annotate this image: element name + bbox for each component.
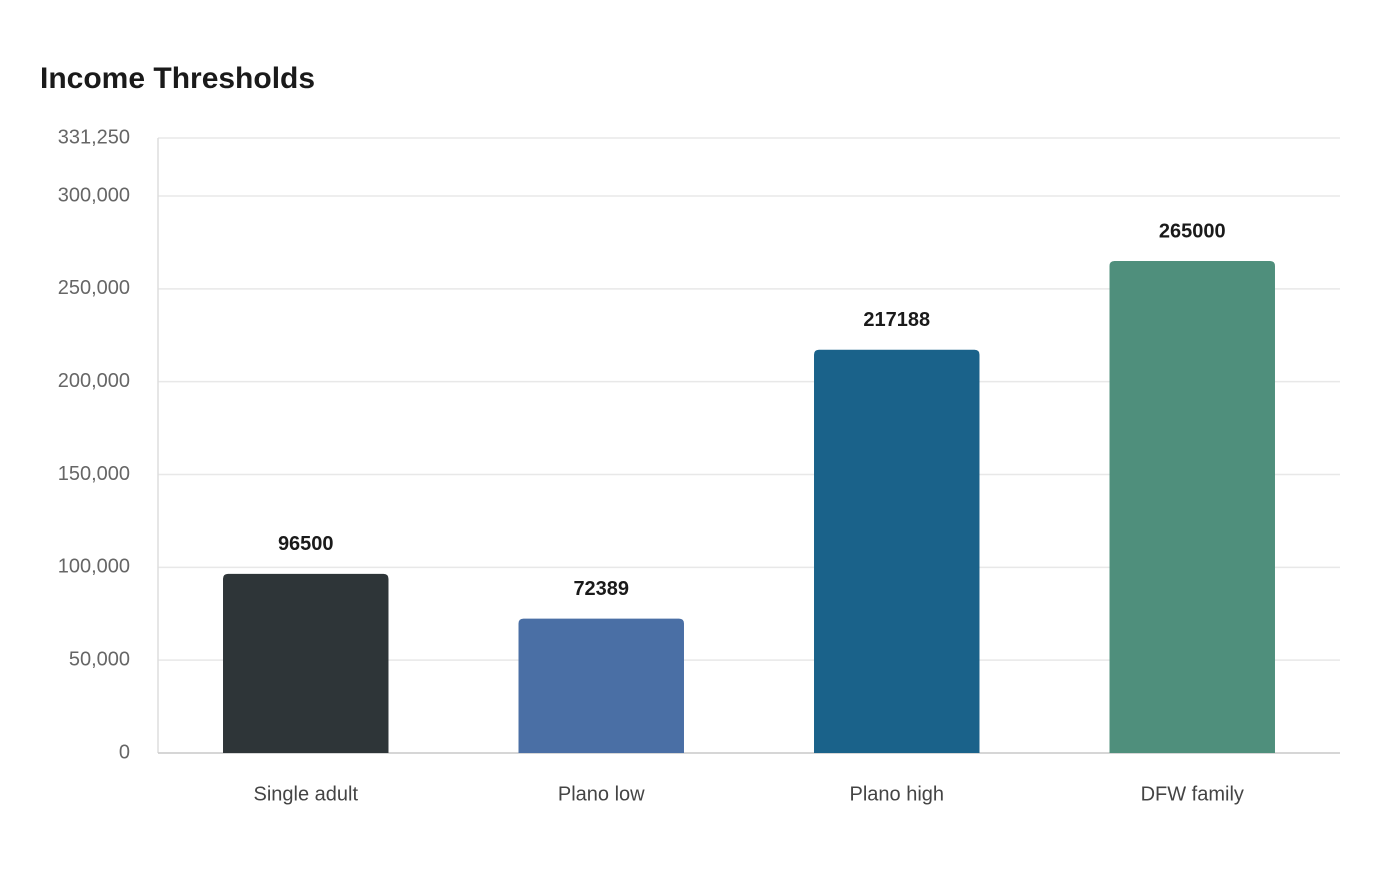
- bar: [223, 573, 389, 753]
- y-tick-label: 150,000: [58, 463, 130, 485]
- chart-title: Income Thresholds: [40, 62, 315, 95]
- value-label: 265000: [1159, 220, 1226, 242]
- x-tick-label: Single adult: [253, 783, 358, 805]
- x-tick-label: DFW family: [1141, 783, 1244, 805]
- bar: [518, 618, 684, 753]
- bar: [814, 349, 980, 753]
- value-label: 72389: [573, 578, 629, 600]
- y-tick-label: 100,000: [58, 556, 130, 578]
- value-label: 96500: [278, 533, 334, 555]
- y-tick-label: 331,250: [58, 126, 130, 148]
- value-label: 217188: [863, 309, 930, 331]
- y-tick-label: 50,000: [69, 648, 130, 670]
- y-tick-label: 200,000: [58, 370, 130, 392]
- bar: [1109, 261, 1275, 753]
- y-tick-label: 250,000: [58, 277, 130, 299]
- y-tick-label: 0: [119, 741, 130, 763]
- x-tick-label: Plano high: [849, 783, 944, 805]
- x-tick-label: Plano low: [558, 783, 645, 805]
- y-tick-label: 300,000: [58, 184, 130, 206]
